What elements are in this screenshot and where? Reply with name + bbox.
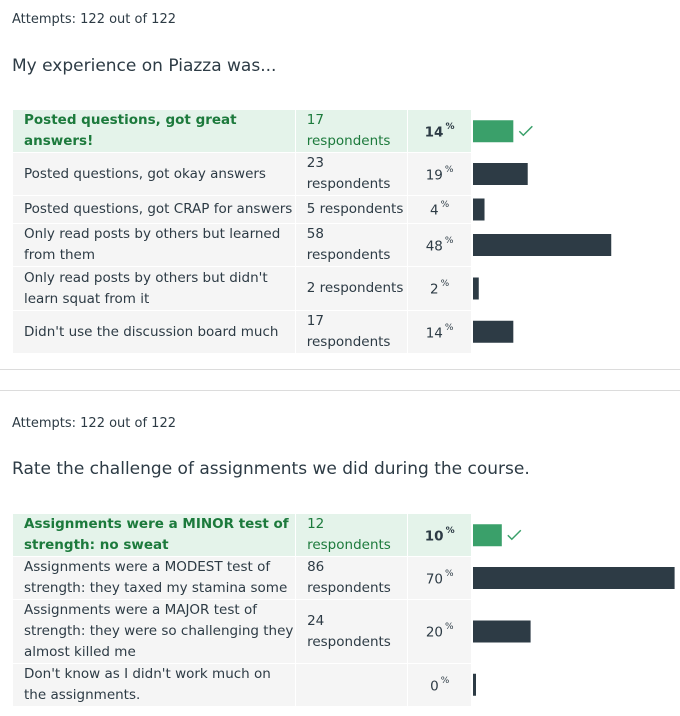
respondents-count: 17 respondents xyxy=(294,110,408,153)
answer-row: Assignments were a MODEST test of streng… xyxy=(13,556,471,600)
answer-row: Posted questions, got CRAP for answers 5… xyxy=(13,195,471,224)
percent-value: 70% xyxy=(407,556,471,600)
answer-label: Posted questions, got great answers! xyxy=(13,110,296,153)
answer-row: Didn't use the discussion board much 17 … xyxy=(13,310,471,353)
percent-bar xyxy=(473,620,531,643)
percent-bar xyxy=(473,320,514,343)
answer-label: Only read posts by others but didn't lea… xyxy=(13,266,296,311)
answer-label: Posted questions, got okay answers xyxy=(13,152,296,196)
respondents-count xyxy=(295,663,408,706)
answer-label: Only read posts by others but learned fr… xyxy=(13,223,296,267)
respondents-count: 17 respondents xyxy=(294,310,408,353)
answer-row: Assignments were a MINOR test of strengt… xyxy=(13,514,471,557)
percent-bar xyxy=(473,277,479,300)
respondents-count: 2 respondents xyxy=(294,266,408,311)
answer-row: Posted questions, got okay answers 23 re… xyxy=(13,152,471,196)
percent-value: 14% xyxy=(407,110,471,153)
percent-value: 10% xyxy=(407,514,471,557)
answer-table: Posted questions, got great answers! 17 … xyxy=(13,110,471,353)
check-icon xyxy=(507,529,522,541)
percent-value: 4% xyxy=(407,195,471,224)
percent-bar xyxy=(473,120,514,143)
answer-row: Assignments were a MAJOR test of strengt… xyxy=(13,599,471,664)
percent-value: 19% xyxy=(407,152,471,196)
answer-row: Posted questions, got great answers! 17 … xyxy=(13,110,471,153)
answer-row: Don't know as I didn't work much on the … xyxy=(13,663,471,706)
respondents-count: 86 respondents xyxy=(295,556,408,600)
question-text: My experience on Piazza was... xyxy=(12,56,277,76)
answer-label: Assignments were a MAJOR test of strengt… xyxy=(13,599,296,664)
answer-label: Assignments were a MINOR test of strengt… xyxy=(13,514,296,557)
attempts-label: Attempts: 122 out of 122 xyxy=(12,12,176,27)
percent-value: 2% xyxy=(407,266,471,311)
percent-value: 0% xyxy=(407,663,471,706)
question-text: Rate the challenge of assignments we did… xyxy=(12,459,530,479)
answer-row: Only read posts by others but learned fr… xyxy=(13,223,471,267)
percent-bar xyxy=(473,524,502,547)
percent-value: 48% xyxy=(407,223,471,267)
respondents-count: 23 respondents xyxy=(294,152,408,196)
answer-label: Didn't use the discussion board much xyxy=(13,310,296,353)
percent-value: 20% xyxy=(407,599,471,664)
percent-bar xyxy=(473,567,675,589)
percent-bar xyxy=(473,673,476,696)
answer-label: Don't know as I didn't work much on the … xyxy=(13,663,296,706)
divider xyxy=(0,390,680,391)
respondents-count: 24 respondents xyxy=(295,599,408,664)
percent-bar xyxy=(473,234,612,256)
check-icon xyxy=(518,125,533,137)
respondents-count: 58 respondents xyxy=(294,223,408,267)
answer-label: Posted questions, got CRAP for answers xyxy=(13,195,296,224)
percent-bar xyxy=(473,163,528,185)
percent-bar xyxy=(473,198,485,221)
answer-label: Assignments were a MODEST test of streng… xyxy=(13,556,296,600)
answer-table: Assignments were a MINOR test of strengt… xyxy=(13,514,471,706)
divider xyxy=(0,369,680,370)
percent-value: 14% xyxy=(407,310,471,353)
attempts-label: Attempts: 122 out of 122 xyxy=(12,416,176,431)
respondents-count: 12 respondents xyxy=(295,514,408,557)
answer-row: Only read posts by others but didn't lea… xyxy=(13,266,471,311)
respondents-count: 5 respondents xyxy=(294,195,408,224)
